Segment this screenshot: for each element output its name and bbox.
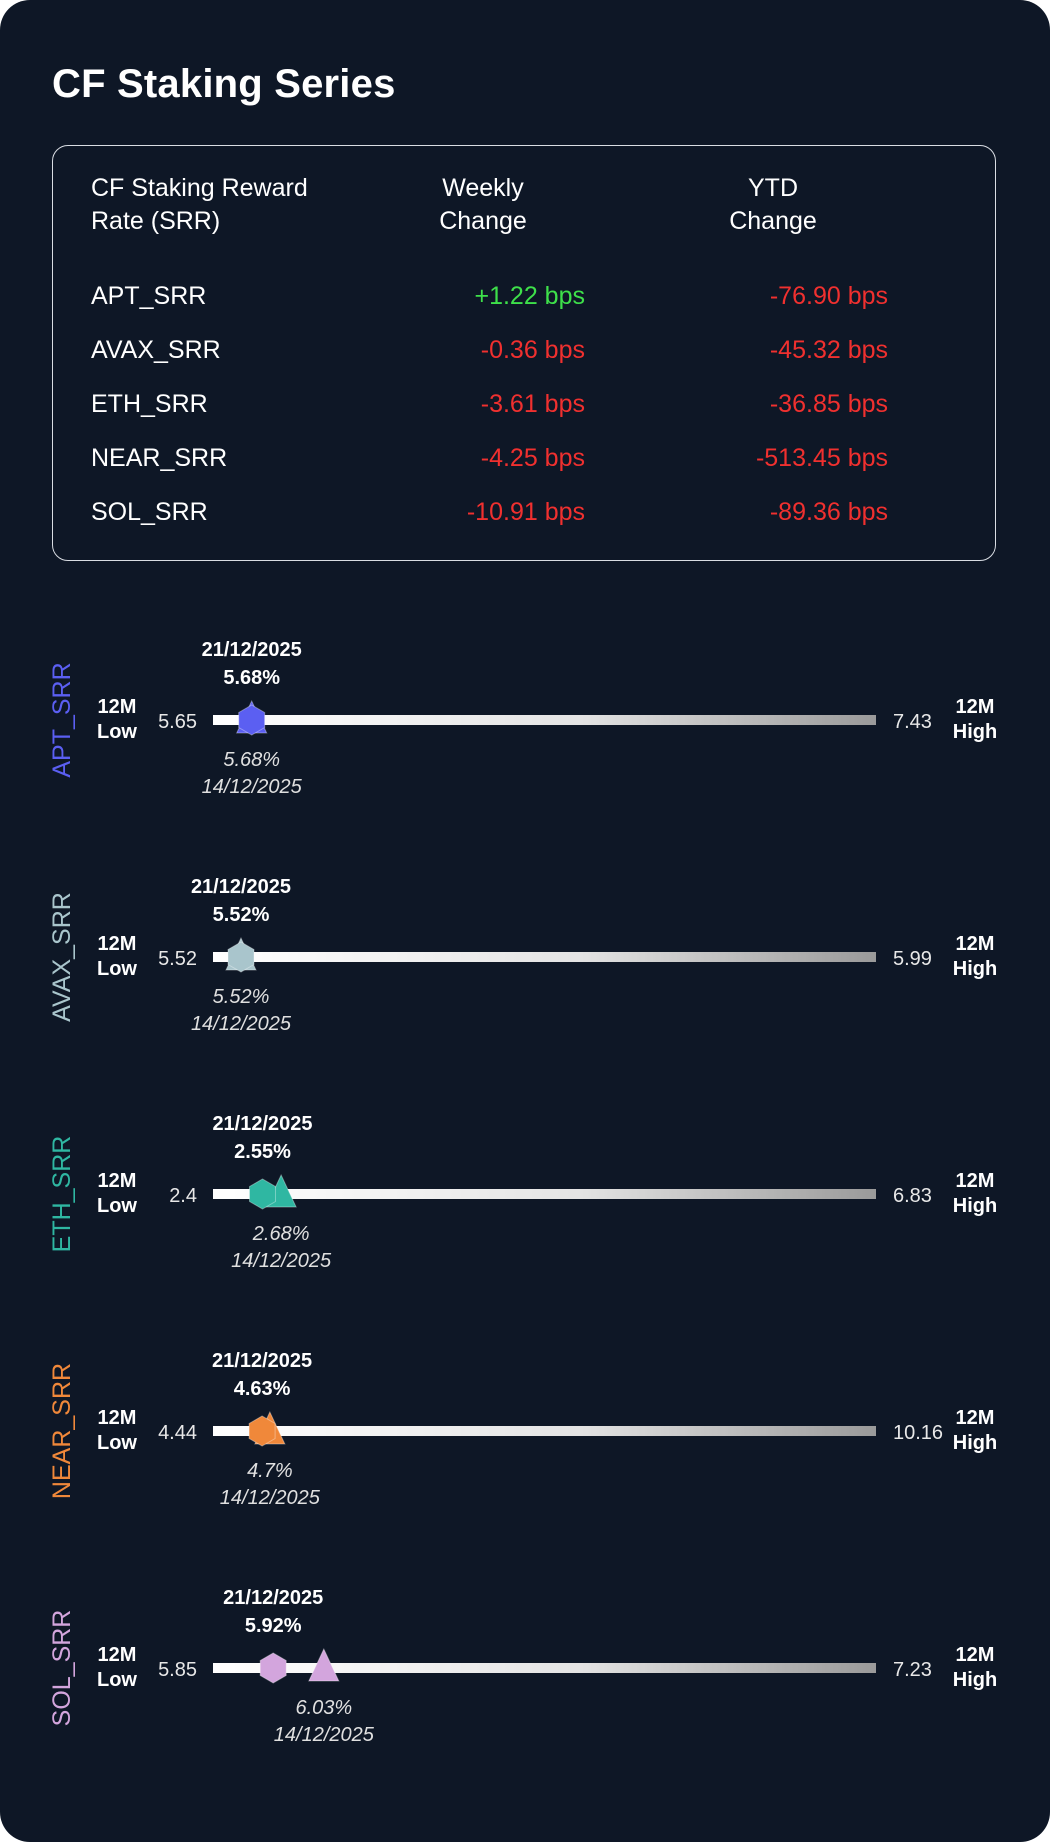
table-row: AVAX_SRR -0.36 bps -45.32 bps <box>53 336 995 376</box>
low-label: 12M <box>98 696 137 718</box>
low-label: 12M <box>98 1644 137 1666</box>
current-value-label: 5.52% <box>213 904 270 926</box>
current-marker-hexagon <box>259 1652 287 1684</box>
current-marker-hexagon <box>248 1415 276 1447</box>
previous-value-label: 5.52% <box>213 986 270 1008</box>
high-label: High <box>953 1432 997 1454</box>
high-label: 12M <box>956 1407 995 1429</box>
page-title: CF Staking Series <box>52 62 396 106</box>
previous-value-label: 6.03% <box>295 1697 352 1719</box>
row-ytd-change: -36.85 bps <box>769 390 888 418</box>
high-value: 7.23 <box>893 1659 932 1681</box>
range-bar <box>213 1663 876 1673</box>
range-bar <box>213 1426 876 1436</box>
low-value: 5.65 <box>158 711 197 733</box>
current-marker-hexagon <box>227 941 255 973</box>
previous-value-label: 2.68% <box>252 1223 310 1245</box>
row-name: AVAX_SRR <box>91 336 221 364</box>
high-label: 12M <box>956 1644 995 1666</box>
current-date-label: 21/12/2025 <box>212 1350 312 1372</box>
series-name-ETH_SRR: ETH_SRR <box>48 1136 76 1253</box>
high-label: High <box>953 1195 997 1217</box>
current-date-label: 21/12/2025 <box>223 1587 323 1609</box>
series-name-AVAX_SRR: AVAX_SRR <box>48 892 76 1022</box>
range-bar <box>213 715 876 725</box>
low-label: Low <box>97 958 137 980</box>
previous-date-label: 14/12/2025 <box>220 1487 321 1509</box>
high-label: High <box>953 1669 997 1691</box>
range-bar <box>213 1189 876 1199</box>
high-label: High <box>953 721 997 743</box>
row-name: APT_SRR <box>91 282 207 310</box>
range-bar <box>213 952 876 962</box>
current-date-label: 21/12/2025 <box>202 639 302 661</box>
high-value: 5.99 <box>893 948 932 970</box>
high-label: 12M <box>956 933 995 955</box>
low-label: Low <box>97 1432 137 1454</box>
srr-table: CF Staking Reward Rate (SRR) Weekly Chan… <box>52 145 996 561</box>
high-label: 12M <box>956 1170 995 1192</box>
current-marker-hexagon <box>238 704 266 736</box>
col-header-weekly: Weekly Change <box>439 174 527 235</box>
low-label: Low <box>97 721 137 743</box>
row-weekly-change: -3.61 bps <box>480 390 585 418</box>
high-label: High <box>953 958 997 980</box>
table-row: SOL_SRR -10.91 bps -89.36 bps <box>53 498 995 538</box>
current-value-label: 2.55% <box>234 1141 291 1163</box>
row-weekly-change: +1.22 bps <box>474 282 585 310</box>
row-weekly-change: -10.91 bps <box>466 498 585 526</box>
range-charts: APT_SRR 12M Low 12M High 5.65 7.43 21/12/2025 5.… <box>48 639 997 1746</box>
previous-date-label: 14/12/2025 <box>202 776 303 798</box>
previous-value-label: 5.68% <box>223 749 280 771</box>
low-label: Low <box>97 1195 137 1217</box>
high-value: 6.83 <box>893 1185 932 1207</box>
row-name: ETH_SRR <box>91 390 208 418</box>
low-label: 12M <box>98 1170 137 1192</box>
previous-date-label: 14/12/2025 <box>231 1250 332 1272</box>
low-label: Low <box>97 1669 137 1691</box>
current-marker-hexagon <box>249 1178 276 1210</box>
table-row: NEAR_SRR -4.25 bps -513.45 bps <box>53 444 995 484</box>
row-name: NEAR_SRR <box>91 444 228 472</box>
current-value-label: 4.63% <box>234 1378 291 1400</box>
previous-date-label: 14/12/2025 <box>191 1013 292 1035</box>
row-name: SOL_SRR <box>91 498 208 526</box>
current-date-label: 21/12/2025 <box>212 1113 312 1135</box>
row-ytd-change: -89.36 bps <box>769 498 888 526</box>
low-value: 5.85 <box>158 1659 197 1681</box>
col-header-ytd: YTD Change <box>729 174 817 235</box>
low-value: 5.52 <box>158 948 197 970</box>
series-name-NEAR_SRR: NEAR_SRR <box>48 1363 76 1499</box>
table-row: APT_SRR +1.22 bps -76.90 bps <box>53 282 995 322</box>
series-name-APT_SRR: APT_SRR <box>48 662 76 777</box>
previous-marker-triangle <box>308 1647 340 1682</box>
low-label: 12M <box>98 933 137 955</box>
row-ytd-change: -45.32 bps <box>769 336 888 364</box>
row-weekly-change: -4.25 bps <box>480 444 585 472</box>
high-label: 12M <box>956 696 995 718</box>
row-weekly-change: -0.36 bps <box>480 336 585 364</box>
current-value-label: 5.68% <box>223 667 280 689</box>
low-value: 4.44 <box>158 1422 197 1444</box>
high-value: 10.16 <box>893 1422 943 1444</box>
current-value-label: 5.92% <box>245 1615 302 1637</box>
row-ytd-change: -76.90 bps <box>769 282 888 310</box>
previous-date-label: 14/12/2025 <box>274 1724 375 1746</box>
series-name-SOL_SRR: SOL_SRR <box>48 1610 76 1727</box>
row-ytd-change: -513.45 bps <box>755 444 888 472</box>
current-date-label: 21/12/2025 <box>191 876 291 898</box>
previous-value-label: 4.7% <box>247 1460 293 1482</box>
low-label: 12M <box>98 1407 137 1429</box>
high-value: 7.43 <box>893 711 932 733</box>
low-value: 2.4 <box>169 1185 197 1207</box>
table-row: ETH_SRR -3.61 bps -36.85 bps <box>53 390 995 430</box>
col-header-name: CF Staking Reward Rate (SRR) <box>91 174 308 235</box>
